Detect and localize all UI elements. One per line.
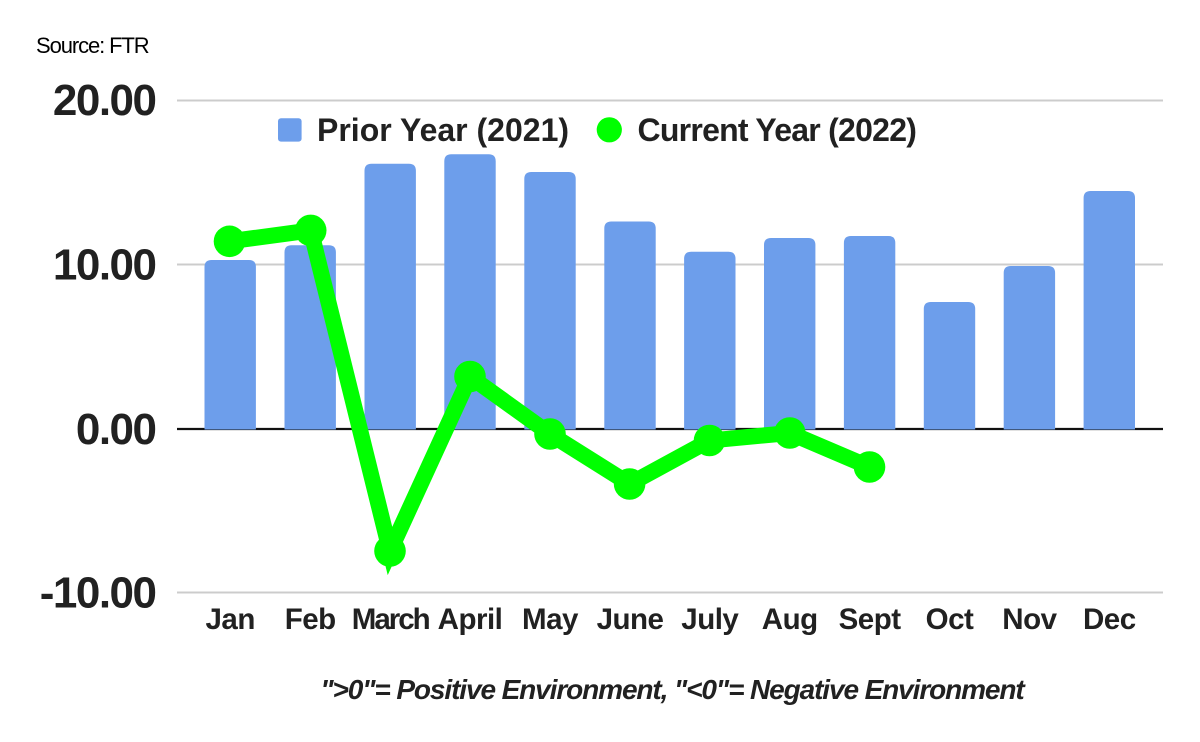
svg-text:Dec: Dec (1083, 603, 1136, 636)
svg-text:Jan: Jan (206, 603, 255, 636)
svg-text:Prior Year (2021): Prior Year (2021) (317, 112, 569, 148)
svg-text:Nov: Nov (1002, 603, 1057, 636)
svg-text:Sept: Sept (839, 603, 902, 636)
svg-text:">0"= Positive Environment, "<: ">0"= Positive Environment, "<0"= Negati… (320, 674, 1026, 705)
svg-text:-10.00: -10.00 (40, 569, 156, 618)
svg-text:July: July (681, 603, 739, 636)
svg-text:April: April (438, 603, 503, 636)
svg-text:Source: FTR: Source: FTR (36, 33, 149, 58)
svg-text:March: March (352, 603, 430, 636)
svg-text:10.00: 10.00 (53, 241, 156, 290)
svg-text:0.00: 0.00 (76, 405, 156, 454)
svg-text:Aug: Aug (762, 603, 818, 636)
svg-text:May: May (522, 603, 579, 636)
svg-text:June: June (597, 603, 664, 636)
svg-text:Feb: Feb (285, 603, 336, 636)
svg-text:Current Year (2022): Current Year (2022) (638, 112, 917, 148)
svg-text:Oct: Oct (926, 603, 974, 636)
svg-text:20.00: 20.00 (53, 76, 156, 125)
